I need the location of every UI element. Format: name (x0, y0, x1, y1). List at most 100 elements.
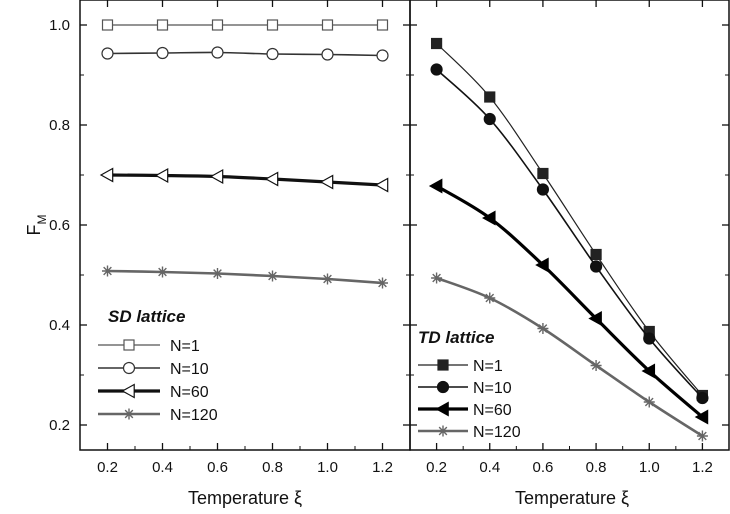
td-point-n-10 (643, 332, 656, 345)
sd-point-n-10 (266, 47, 279, 61)
td-point-n-60 (694, 409, 709, 425)
sd-point-n-120 (102, 265, 113, 277)
td-point-n-60 (588, 310, 602, 327)
td-x-tick-label: 0.8 (586, 459, 607, 476)
td-legend-label-n-60: N=60 (473, 402, 512, 419)
sd-legend-label-n-1: N=1 (170, 338, 200, 355)
sd-x-tick-label: 0.8 (262, 459, 283, 476)
sd-y-tick-label: 0.2 (49, 417, 70, 434)
sd-point-n-10 (101, 47, 114, 60)
td-point-n-60 (641, 363, 656, 379)
td-ticks: 0.2 0.4 0.6 0.8 1.0 1.2 (409, 0, 730, 476)
sd-point-n-10 (376, 49, 389, 62)
td-point-n-10 (536, 183, 550, 196)
td-legend-marker-n-10 (436, 380, 450, 394)
sd-x-tick-label: 0.2 (97, 459, 118, 476)
sd-point-n-120 (212, 268, 223, 279)
sd-ticks: 0.2 0.4 0.6 0.8 1.0 1.2 0.2 0.4 0.6 0.8 1.0 (49, 0, 411, 476)
td-legend-title: TD lattice (418, 328, 495, 347)
td-point-n-120 (590, 360, 602, 371)
sd-legend-label-n-60: N=60 (170, 384, 209, 401)
sd-legend-marker-n-10 (122, 361, 136, 375)
sd-point-n-10 (156, 46, 169, 60)
sd-legend-label-n-10: N=10 (170, 361, 209, 378)
td-point-n-60 (535, 257, 549, 273)
td-point-n-120 (643, 396, 655, 408)
td-point-n-1 (537, 167, 549, 180)
td-x-tick-label: 0.4 (479, 459, 500, 476)
sd-y-tick-label: 0.6 (49, 217, 70, 234)
sd-y-tick-label: 1.0 (49, 17, 70, 34)
td-point-n-1 (484, 91, 496, 103)
sd-series-group (99, 19, 389, 289)
td-x-tick-label: 0.6 (532, 459, 553, 476)
sd-point-n-1 (266, 19, 279, 31)
td-x-tick-label: 0.2 (426, 459, 447, 476)
sd-series-line-n-60 (107, 173, 383, 187)
td-series-group (428, 37, 709, 442)
td-point-n-10 (589, 260, 603, 273)
sd-point-n-1 (211, 19, 224, 31)
td-legend-items: N=1 N=10 N=60 N=120 (418, 358, 521, 441)
td-legend-label-n-10: N=10 (473, 380, 512, 397)
td-panel-frame (409, 0, 730, 451)
y-axis-title-main: F (24, 225, 44, 236)
sd-legend-marker-n-60 (121, 383, 135, 399)
sd-legend-marker-n-120 (123, 408, 135, 420)
sd-point-n-60 (99, 167, 114, 183)
td-legend-marker-n-60 (435, 401, 449, 417)
sd-x-tick-label: 1.2 (372, 459, 393, 476)
sd-x-tick-label: 0.4 (152, 459, 173, 476)
td-x-tick-label: 1.2 (692, 459, 713, 476)
sd-point-n-10 (321, 48, 334, 61)
sd-y-tick-label: 0.8 (49, 117, 70, 134)
sd-legend-marker-n-1 (123, 339, 135, 351)
sd-y-tick-label: 0.4 (49, 317, 70, 334)
sd-point-n-1 (101, 19, 114, 31)
sd-x-tick-label: 1.0 (317, 459, 338, 476)
sd-legend: SD lattice N=1 N=10 N=60 N=120 (98, 307, 218, 424)
td-point-n-120 (696, 430, 708, 442)
sd-point-n-120 (377, 277, 388, 289)
sd-panel-frame (79, 0, 411, 451)
sd-point-n-60 (264, 171, 279, 187)
sd-series-line-n-120 (107, 269, 383, 285)
y-axis-title-subscript: M (35, 215, 49, 225)
td-legend-marker-n-1 (437, 359, 449, 371)
td-legend: TD lattice N=1 N=10 N=60 N=120 (418, 328, 521, 441)
td-point-n-60 (428, 178, 443, 194)
td-point-n-120 (484, 292, 496, 304)
sd-point-n-1 (376, 19, 389, 31)
sd-series-line-n-10 (107, 51, 383, 57)
sd-point-n-1 (321, 19, 334, 31)
sd-x-tick-label: 0.6 (207, 459, 228, 476)
y-axis-title: FM (24, 215, 49, 236)
sd-legend-label-n-120: N=120 (170, 407, 218, 424)
td-legend-label-n-120: N=120 (473, 424, 521, 441)
sd-point-n-60 (319, 174, 334, 190)
sd-point-n-120 (267, 270, 278, 282)
td-point-n-120 (431, 272, 443, 284)
sd-point-n-60 (374, 177, 389, 193)
sd-legend-items: N=1 N=10 N=60 N=120 (98, 338, 218, 424)
sd-x-axis-title: Temperature ξ (188, 488, 302, 508)
td-point-n-60 (482, 210, 496, 226)
sd-point-n-120 (157, 266, 168, 278)
sd-legend-title: SD lattice (108, 307, 185, 326)
sd-point-n-10 (211, 46, 224, 59)
td-point-n-120 (537, 323, 549, 334)
td-point-n-1 (590, 248, 602, 261)
sd-point-n-1 (156, 19, 169, 31)
td-x-axis-title: Temperature ξ (515, 488, 629, 508)
td-point-n-10 (430, 63, 443, 76)
td-point-n-10 (483, 112, 496, 126)
td-x-tick-label: 1.0 (639, 459, 660, 476)
td-legend-label-n-1: N=1 (473, 358, 503, 375)
td-point-n-1 (430, 37, 443, 50)
td-point-n-10 (696, 391, 709, 405)
sd-point-n-60 (209, 168, 224, 185)
sd-point-n-120 (322, 273, 333, 285)
td-legend-marker-n-120 (437, 425, 449, 437)
sd-point-n-60 (154, 167, 169, 184)
